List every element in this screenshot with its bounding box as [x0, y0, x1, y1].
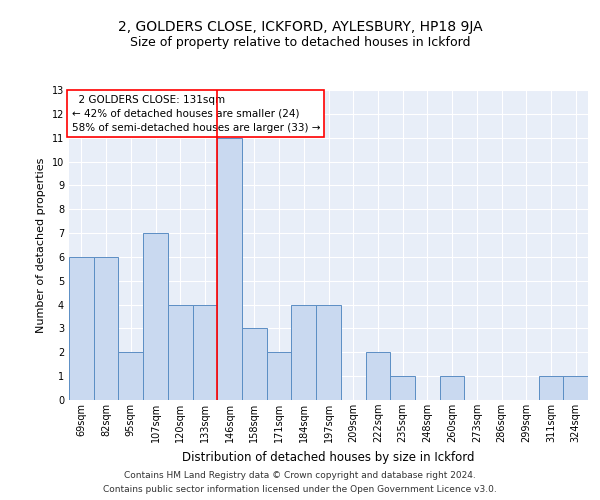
Bar [563, 376, 588, 400]
Text: 2, GOLDERS CLOSE, ICKFORD, AYLESBURY, HP18 9JA: 2, GOLDERS CLOSE, ICKFORD, AYLESBURY, HP… [118, 20, 482, 34]
Y-axis label: Number of detached properties: Number of detached properties [36, 158, 46, 332]
Bar [242, 328, 267, 400]
Bar [292, 304, 316, 400]
Bar [316, 304, 341, 400]
Bar [390, 376, 415, 400]
Bar [69, 257, 94, 400]
Text: 2 GOLDERS CLOSE: 131sqm
← 42% of detached houses are smaller (24)
58% of semi-de: 2 GOLDERS CLOSE: 131sqm ← 42% of detache… [71, 94, 320, 132]
Bar [267, 352, 292, 400]
Bar [168, 304, 193, 400]
Bar [539, 376, 563, 400]
Text: Contains public sector information licensed under the Open Government Licence v3: Contains public sector information licen… [103, 484, 497, 494]
Text: Size of property relative to detached houses in Ickford: Size of property relative to detached ho… [130, 36, 470, 49]
Bar [440, 376, 464, 400]
Text: Contains HM Land Registry data © Crown copyright and database right 2024.: Contains HM Land Registry data © Crown c… [124, 472, 476, 480]
Bar [118, 352, 143, 400]
Bar [193, 304, 217, 400]
Bar [217, 138, 242, 400]
X-axis label: Distribution of detached houses by size in Ickford: Distribution of detached houses by size … [182, 450, 475, 464]
Bar [365, 352, 390, 400]
Bar [94, 257, 118, 400]
Bar [143, 233, 168, 400]
